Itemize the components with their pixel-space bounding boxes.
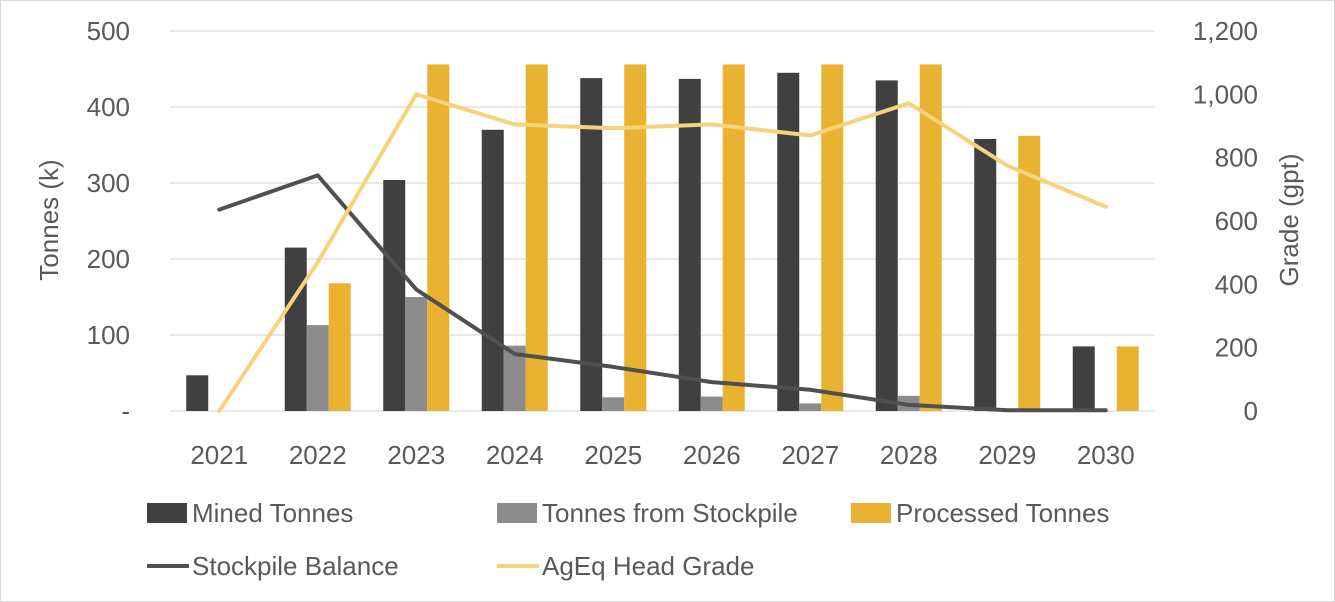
bar-processed-tonnes bbox=[821, 64, 844, 411]
bar-tonnes-from-stockpile bbox=[503, 345, 526, 411]
bar-mined-tonnes bbox=[974, 138, 997, 412]
bar-mined-tonnes bbox=[580, 78, 603, 412]
legend-label: Mined Tonnes bbox=[192, 498, 353, 528]
bar-processed-tonnes bbox=[722, 64, 745, 411]
x-axis-tick-label: 2030 bbox=[1077, 440, 1135, 470]
bar-mined-tonnes bbox=[481, 129, 504, 412]
x-axis-tick-label: 2021 bbox=[190, 440, 248, 470]
bar-processed-tonnes bbox=[1116, 346, 1139, 411]
bar-tonnes-from-stockpile bbox=[602, 397, 625, 411]
bar-processed-tonnes bbox=[328, 283, 351, 411]
legend-swatch bbox=[147, 503, 187, 523]
x-axis-tick-label: 2025 bbox=[584, 440, 642, 470]
bar-mined-tonnes bbox=[383, 179, 406, 411]
bar-series bbox=[186, 64, 1139, 412]
right-axis-tick-label: 400 bbox=[1215, 269, 1258, 299]
legend-item: Stockpile Balance bbox=[147, 551, 399, 581]
bar-tonnes-from-stockpile bbox=[700, 396, 723, 411]
legend-label: Stockpile Balance bbox=[192, 551, 399, 581]
x-axis-tick-label: 2027 bbox=[781, 440, 839, 470]
left-axis-tick-label: 200 bbox=[87, 244, 130, 274]
legend-item: Mined Tonnes bbox=[147, 498, 353, 528]
bar-processed-tonnes bbox=[919, 64, 942, 411]
legend-item: Tonnes from Stockpile bbox=[497, 498, 798, 528]
x-axis-tick-label: 2029 bbox=[978, 440, 1036, 470]
right-axis-tick-label: 800 bbox=[1215, 143, 1258, 173]
legend-label: Tonnes from Stockpile bbox=[542, 498, 798, 528]
bar-tonnes-from-stockpile bbox=[306, 325, 329, 411]
bar-tonnes-from-stockpile bbox=[799, 403, 822, 411]
line-stockpile-balance bbox=[217, 173, 1108, 413]
right-axis-tick-label: 1,000 bbox=[1193, 79, 1258, 109]
right-axis-tick-labels: 0 200 400 600 800 1,000 1,200 bbox=[1193, 16, 1258, 426]
legend-swatch bbox=[851, 503, 891, 523]
left-axis-tick-labels: - 100 200 300 400 500 bbox=[87, 16, 130, 426]
left-axis-tick-label: 300 bbox=[87, 168, 130, 198]
bar-processed-tonnes bbox=[624, 64, 647, 411]
x-axis-tick-label: 2022 bbox=[289, 440, 347, 470]
legend-item: AgEq Head Grade bbox=[497, 551, 754, 581]
bar-tonnes-from-stockpile bbox=[405, 297, 428, 411]
left-axis-title: Tonnes (k) bbox=[34, 159, 64, 280]
legend: Mined Tonnes Tonnes from Stockpile Process… bbox=[147, 498, 1109, 581]
bar-mined-tonnes bbox=[1072, 346, 1095, 411]
bar-mined-tonnes bbox=[875, 80, 898, 412]
left-axis-tick-label: 400 bbox=[87, 92, 130, 122]
right-axis-tick-label: 600 bbox=[1215, 206, 1258, 236]
right-axis-tick-label: 0 bbox=[1244, 396, 1258, 426]
bar-mined-tonnes bbox=[678, 78, 701, 411]
bar-mined-tonnes bbox=[186, 375, 209, 411]
legend-label: AgEq Head Grade bbox=[542, 551, 754, 581]
x-axis-tick-label: 2024 bbox=[486, 440, 544, 470]
x-axis-tick-label: 2026 bbox=[683, 440, 741, 470]
left-axis-tick-label: 500 bbox=[87, 16, 130, 46]
right-axis-tick-label: 1,200 bbox=[1193, 16, 1258, 46]
bar-mined-tonnes bbox=[284, 247, 307, 411]
x-axis-tick-label: 2023 bbox=[387, 440, 445, 470]
bar-processed-tonnes bbox=[525, 64, 548, 411]
legend-item: Processed Tonnes bbox=[851, 498, 1109, 528]
line-ageq-head-grade bbox=[217, 92, 1108, 413]
right-axis-title: Grade (gpt) bbox=[1274, 154, 1304, 287]
left-axis-tick-label: - bbox=[121, 396, 130, 426]
x-axis-tick-label: 2028 bbox=[880, 440, 938, 470]
right-axis-tick-label: 200 bbox=[1215, 333, 1258, 363]
bar-processed-tonnes bbox=[1018, 135, 1041, 411]
x-axis-tick-labels: 2021 2022 2023 2024 2025 2026 2027 2028 2029 2030 bbox=[190, 440, 1134, 470]
left-axis-tick-label: 100 bbox=[87, 320, 130, 350]
bar-mined-tonnes bbox=[777, 72, 800, 412]
bar-processed-tonnes bbox=[427, 64, 450, 411]
line-series bbox=[217, 92, 1108, 413]
legend-label: Processed Tonnes bbox=[896, 498, 1109, 528]
legend-swatch bbox=[497, 503, 537, 523]
